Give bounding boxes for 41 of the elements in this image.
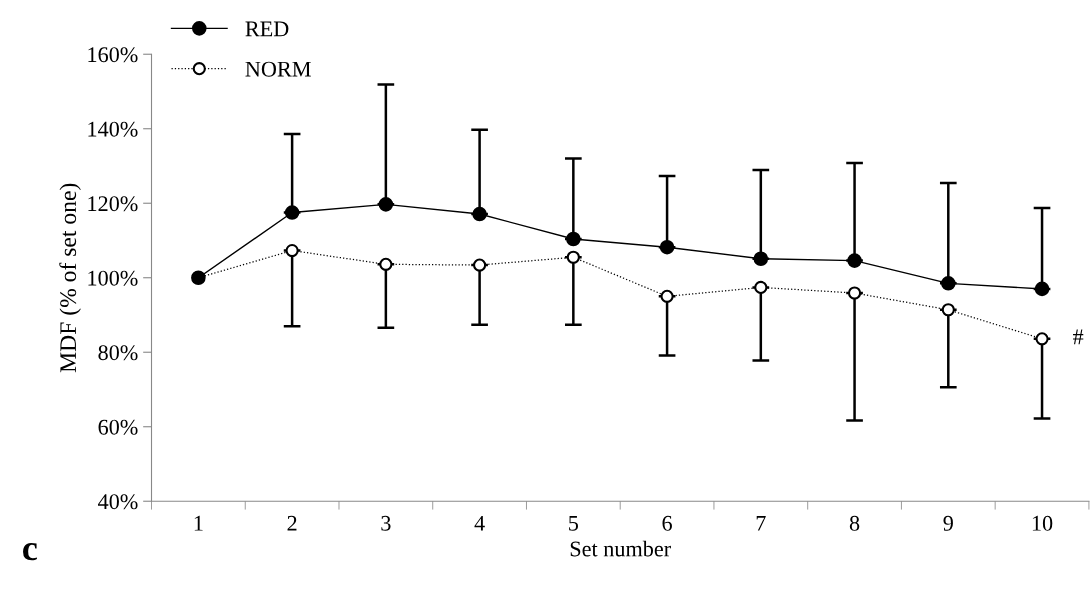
point	[941, 303, 955, 317]
point	[659, 239, 675, 255]
x-tick-label: 10	[1032, 515, 1053, 531]
x-tick-label: 3	[381, 515, 391, 531]
point	[847, 253, 862, 268]
point	[1035, 332, 1049, 346]
x-tick-label: 6	[662, 515, 672, 531]
point	[1034, 281, 1050, 297]
point	[660, 289, 674, 303]
x-tick-label: 1	[194, 515, 203, 531]
y-tick-label: 80%	[98, 345, 138, 361]
point	[941, 276, 956, 291]
point	[753, 251, 769, 267]
x-tick-label: 8	[849, 515, 860, 531]
x-tick-label: 9	[943, 515, 953, 531]
y-tick-label: 60%	[98, 419, 138, 435]
point	[566, 250, 580, 264]
y-tick-label: 120%	[88, 196, 138, 212]
text: c	[23, 542, 37, 561]
x-axis-title: Set number	[570, 540, 671, 557]
point	[285, 243, 299, 258]
x-tick-label: 4	[474, 515, 485, 531]
x-tick-label: 2	[287, 515, 297, 531]
point	[473, 258, 487, 272]
x-tick-label: 5	[569, 515, 579, 531]
point	[472, 206, 487, 222]
y-tick-label: 40%	[98, 494, 138, 510]
y-tick-label: 100%	[88, 270, 138, 286]
point	[378, 197, 394, 212]
y-axis-title: MDF (% of set one)	[59, 183, 81, 373]
point	[284, 205, 300, 220]
legend-label: RED	[245, 21, 289, 37]
point	[847, 286, 862, 300]
x-tick-label: 7	[756, 515, 766, 531]
point	[566, 231, 581, 247]
y-tick-label: 140%	[88, 121, 138, 137]
point	[754, 280, 768, 295]
legend-label: NORM	[245, 61, 311, 77]
point	[379, 257, 393, 271]
y-tick-label: 160%	[88, 47, 138, 63]
annotation: #	[1073, 329, 1084, 345]
